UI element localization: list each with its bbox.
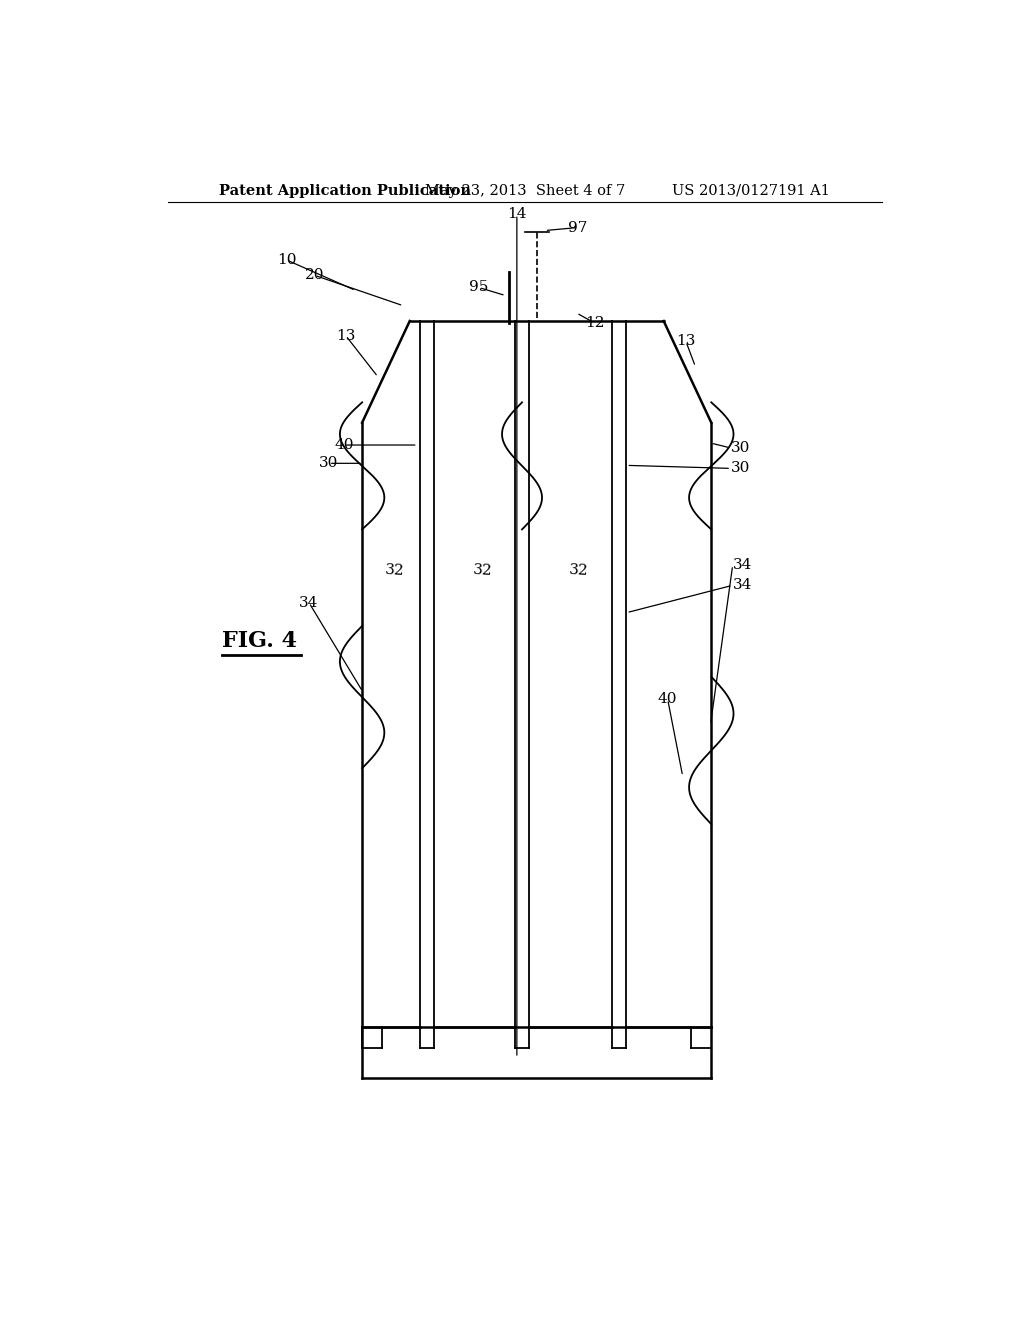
Text: 10: 10 [276,253,297,267]
Text: 32: 32 [568,562,589,578]
Text: May 23, 2013  Sheet 4 of 7: May 23, 2013 Sheet 4 of 7 [425,183,625,198]
Text: 30: 30 [319,457,339,470]
Text: 14: 14 [507,207,526,222]
Text: 32: 32 [385,562,406,578]
Text: 13: 13 [337,329,356,343]
Text: 13: 13 [676,334,695,348]
Text: 97: 97 [568,220,588,235]
Text: 20: 20 [305,268,325,282]
Text: 32: 32 [472,562,493,578]
Text: 34: 34 [733,578,752,593]
Text: 95: 95 [469,280,488,294]
Text: 34: 34 [733,558,752,572]
Text: 34: 34 [299,595,318,610]
Text: FIG. 4: FIG. 4 [221,630,297,652]
Text: 40: 40 [657,692,678,706]
Text: 12: 12 [585,315,604,330]
Text: 30: 30 [731,441,751,455]
Text: US 2013/0127191 A1: US 2013/0127191 A1 [673,183,830,198]
Text: 30: 30 [731,462,751,475]
Text: Patent Application Publication: Patent Application Publication [219,183,471,198]
Text: 40: 40 [334,438,353,451]
